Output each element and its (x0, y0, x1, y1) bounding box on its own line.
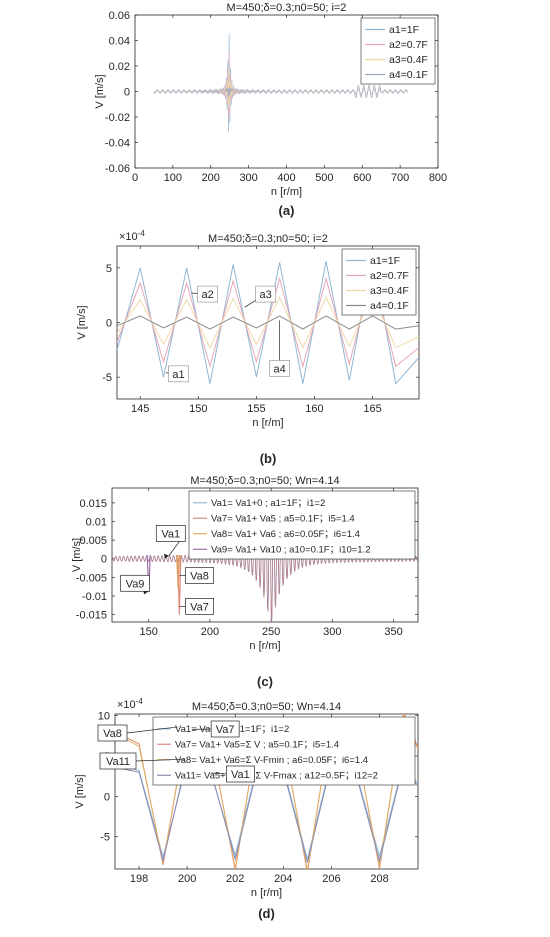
annotation-label: a2 (201, 289, 213, 301)
x-tick-label: 250 (262, 626, 280, 638)
exponent-label: ×10-4 (119, 229, 145, 243)
y-tick-label: 10 (98, 711, 110, 723)
x-tick-label: 100 (164, 172, 182, 184)
x-axis-label: n [r/m] (252, 417, 283, 429)
legend-entry: a1=1F (370, 255, 400, 267)
annotation-label: a3 (260, 289, 272, 301)
callout-label: Va7 (216, 724, 235, 736)
chart-title: M=450;δ=0.3;n0=50; i=2 (208, 233, 328, 245)
y-axis-label: V [m/s] (74, 774, 86, 808)
y-axis-label: V [m/s] (76, 305, 88, 339)
x-tick-label: 160 (305, 403, 323, 415)
y-tick-label: -5 (102, 372, 112, 384)
x-axis-label: n [r/m] (271, 186, 302, 198)
x-tick-label: 200 (178, 873, 196, 885)
y-tick-label: -0.015 (76, 610, 107, 622)
x-tick-label: 208 (370, 873, 388, 885)
x-tick-label: 155 (247, 403, 265, 415)
y-tick-label: -0.01 (82, 591, 107, 603)
x-tick-label: 500 (315, 172, 333, 184)
x-tick-label: 202 (226, 873, 244, 885)
panel-2: M=450;δ=0.3;n0=50; Wn=4.14 150 200 250 300 35… (71, 475, 418, 689)
legend-entry: a4=0.1F (389, 69, 428, 81)
legend-entry: Va8= Va1+ Va6=Σ V-Fmin ; a6=0.05F；i6=1.4 (175, 755, 368, 766)
x-axis-label: n [r/m] (249, 640, 280, 652)
chart-title: M=450;δ=0.3;n0=50; Wn=4.14 (192, 701, 341, 713)
legend-entry: a2=0.7F (389, 39, 428, 51)
y-tick-label: 0.01 (86, 517, 107, 529)
legend-entry: Va11= Va5+ Va12=Σ V-Fmax ; a12=0.5F；i12=… (175, 771, 378, 782)
y-tick-label: -0.04 (105, 138, 130, 150)
y-tick-label: 0 (124, 87, 130, 99)
panel-1: M=450;δ=0.3;n0=50; i=2 145 150 155 160 165 5 0 -… (76, 229, 419, 466)
legend-entry: Va7= Va1+ Va5=Σ V ; a5=0.1F；i5=1.4 (175, 740, 339, 751)
y-tick-label: 0.02 (109, 61, 130, 73)
y-tick-label: -0.06 (105, 163, 130, 175)
callout-label: Va7 (190, 601, 209, 613)
x-tick-label: 600 (353, 172, 371, 184)
y-tick-label: 0.005 (79, 535, 107, 547)
annotation-label: a1 (172, 369, 184, 381)
x-tick-label: 800 (429, 172, 447, 184)
legend-entry: a4=0.1F (370, 300, 409, 312)
y-axis-label: V [m/s] (94, 74, 106, 108)
panel-label: (a) (279, 203, 295, 218)
y-tick-label: -0.02 (105, 112, 130, 124)
y-tick-label: 0.06 (109, 10, 130, 22)
legend-entry: a2=0.7F (370, 270, 409, 282)
annotation-label: a4 (273, 363, 285, 375)
callout-label: Va11 (106, 756, 130, 768)
y-tick-label: 0.04 (109, 36, 130, 48)
panel-label: (c) (257, 674, 273, 689)
legend-entry: a3=0.4F (370, 285, 409, 297)
x-tick-label: 204 (274, 873, 292, 885)
legend-entry: Va9= Va1+ Va10 ; a10=0.1F；i10=1.2 (211, 545, 371, 556)
exponent-power: -4 (136, 697, 144, 706)
y-tick-label: 0 (106, 318, 112, 330)
x-tick-label: 350 (384, 626, 402, 638)
x-tick-label: 700 (391, 172, 409, 184)
legend-entry: Va7= Va1+ Va5 ; a5=0.1F；i5=1.4 (211, 514, 355, 525)
x-tick-label: 198 (130, 873, 148, 885)
y-tick-label: 5 (106, 263, 112, 275)
legend-entry: a1=1F (389, 24, 419, 36)
callout-label: Va1 (161, 528, 180, 540)
x-axis-label: n [r/m] (251, 887, 282, 899)
exponent-power: -4 (138, 229, 146, 238)
legend-entry: a3=0.4F (389, 54, 428, 66)
exponent-label: ×10-4 (117, 697, 143, 711)
panel-label: (b) (260, 451, 277, 466)
y-axis-label: V [m/s] (71, 538, 83, 572)
panel-3: M=450;δ=0.3;n0=50; Wn=4.14 198 200 202 204 20… (74, 697, 418, 921)
callout-label: Va8 (190, 570, 209, 582)
panel-label: (d) (258, 906, 275, 921)
x-tick-label: 165 (363, 403, 381, 415)
chart-title: M=450;δ=0.3;n0=50; Wn=4.14 (190, 475, 339, 487)
x-tick-label: 300 (323, 626, 341, 638)
callout-label: Va8 (103, 728, 122, 740)
x-tick-label: 300 (239, 172, 257, 184)
legend-entry: Va1= Va1+0 ; a1=1F；i1=2 (211, 498, 325, 509)
x-tick-label: 150 (140, 626, 158, 638)
panel-0: M=450;δ=0.3;n0=50; i=2 0 100 200 300 400 500 60… (94, 2, 447, 218)
y-tick-label: -5 (100, 832, 110, 844)
y-tick-label: 0 (101, 554, 107, 566)
x-tick-label: 145 (131, 403, 149, 415)
legend-entry: Va8= Va1+ Va6 ; a6=0.05F；i6=1.4 (211, 529, 360, 540)
y-tick-label: -0.005 (76, 572, 107, 584)
callout-label: Va1 (231, 769, 250, 781)
x-tick-label: 400 (277, 172, 295, 184)
x-tick-label: 200 (202, 172, 220, 184)
y-tick-label: 0 (104, 791, 110, 803)
y-tick-label: 0.015 (79, 498, 107, 510)
x-tick-label: 0 (132, 172, 138, 184)
callout-label: Va9 (126, 578, 145, 590)
x-tick-label: 200 (201, 626, 219, 638)
x-tick-label: 150 (189, 403, 207, 415)
chart-title: M=450;δ=0.3;n0=50; i=2 (227, 2, 347, 14)
x-tick-label: 206 (322, 873, 340, 885)
